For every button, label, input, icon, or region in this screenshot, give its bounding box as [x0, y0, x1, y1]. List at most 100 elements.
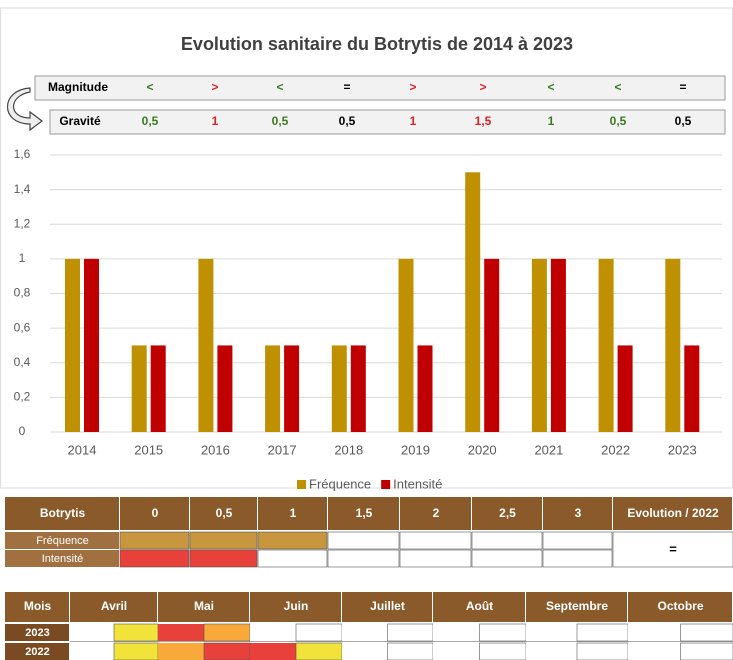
calendar-cell: [203, 642, 251, 660]
row-label-cell: [5, 624, 69, 641]
header-cell: [158, 592, 249, 622]
header-cell: [433, 592, 525, 622]
evolution-value: =: [669, 541, 677, 556]
calendar-cell: [479, 642, 527, 660]
chart-title: Evolution sanitaire du Botrytis de 2014 …: [181, 34, 573, 54]
gravite-item: 1,5: [475, 114, 492, 128]
calendar-cell: [628, 643, 681, 660]
header-cell: [526, 592, 627, 622]
calendar-cell: [576, 642, 629, 660]
magnitude-row: [34, 75, 726, 101]
gravite-item: 0,5: [142, 114, 159, 128]
header-cell: [342, 592, 432, 622]
row-label-cell: [5, 550, 119, 567]
y-tick-label: 0: [19, 424, 26, 438]
calendar-cell: [628, 624, 681, 641]
magnitude-item: >: [409, 80, 416, 94]
scale-cell: [399, 531, 472, 550]
calendar-cell: [203, 623, 251, 642]
calendar-cell: [70, 643, 114, 660]
scale-cell: [189, 531, 258, 550]
header-text: Avril: [101, 599, 127, 613]
gravite-item: 0,5: [610, 114, 627, 128]
magnitude-item: <: [276, 80, 283, 94]
calendar-cell: [387, 623, 434, 642]
header-text: 1: [290, 506, 297, 520]
header-text: 2,5: [499, 506, 516, 520]
bar: [484, 258, 500, 432]
header-text: 2: [433, 506, 440, 520]
bar: [665, 258, 681, 432]
x-tick-label: 2021: [534, 442, 563, 457]
gravite-row: [49, 109, 726, 135]
magnitude-item: =: [343, 80, 350, 94]
header-text: 1,5: [356, 506, 373, 520]
x-tick-label: 2023: [668, 442, 697, 457]
header-cell: [472, 497, 542, 530]
header-text: Septembre: [546, 599, 608, 613]
header-text: 0: [152, 506, 159, 520]
x-tick-label: 2017: [268, 442, 297, 457]
legend-swatch: [381, 480, 391, 489]
y-tick-label: 1,2: [14, 216, 31, 230]
calendar-cell: [70, 624, 114, 641]
header-text: Evolution / 2022: [627, 506, 719, 520]
y-tick-label: 0,8: [14, 286, 31, 300]
header-cell: [258, 497, 327, 530]
header-text: Botrytis: [40, 506, 86, 520]
calendar-cell: [158, 643, 204, 660]
calendar-cell: [342, 624, 388, 641]
gravite-item: 1: [548, 114, 555, 128]
header-cell: [613, 497, 732, 530]
bar: [198, 258, 214, 432]
gravite-label: Gravité: [59, 114, 101, 128]
header-text: 0,5: [216, 506, 233, 520]
magnitude-item: =: [679, 80, 686, 94]
calendar-cell: [433, 624, 480, 641]
header-cell: [70, 592, 157, 622]
calendar-cell: [680, 623, 733, 642]
magnitude-label: Magnitude: [48, 80, 108, 94]
y-tick-label: 0,2: [14, 390, 31, 404]
calendar-cell: [576, 623, 629, 642]
magnitude-item: <: [614, 80, 621, 94]
magnitude-item: <: [146, 80, 153, 94]
header-cell: [628, 592, 732, 622]
gravite-item: 0,5: [675, 114, 692, 128]
evolution-cell: [612, 531, 733, 568]
header-text: Août: [466, 599, 493, 613]
calendar-cell: [387, 642, 434, 660]
bar: [617, 345, 633, 432]
y-tick-label: 0,4: [14, 355, 31, 369]
header-cell: [250, 592, 341, 622]
gravite-item: 1: [410, 114, 417, 128]
bar: [684, 345, 700, 432]
gravite-item: 0,5: [272, 114, 289, 128]
row-label: 2023: [25, 627, 49, 639]
arrow-icon: [6, 87, 43, 132]
bar: [417, 345, 433, 432]
row-label: Fréquence: [36, 535, 89, 547]
x-tick-label: 2020: [468, 442, 497, 457]
bar: [550, 258, 566, 432]
scale-cell: [257, 549, 328, 568]
row-label-cell: [5, 532, 119, 549]
bar: [465, 172, 481, 432]
calendar-cell: [526, 624, 577, 641]
scale-cell: [542, 531, 613, 550]
header-cell: [543, 497, 612, 530]
calendar-cell: [526, 643, 577, 660]
magnitude-item: >: [479, 80, 486, 94]
header-cell: [328, 497, 399, 530]
bar: [284, 345, 300, 432]
bar: [531, 258, 547, 432]
x-tick-label: 2014: [68, 442, 97, 457]
magnitude-item: <: [547, 80, 554, 94]
legend-swatch: [297, 480, 306, 489]
header-text: 3: [575, 506, 582, 520]
y-tick-label: 1: [19, 251, 26, 265]
header-cell: [120, 497, 189, 530]
x-tick-label: 2018: [334, 442, 363, 457]
x-tick-label: 2022: [601, 442, 630, 457]
row-label: Intensité: [42, 553, 84, 565]
